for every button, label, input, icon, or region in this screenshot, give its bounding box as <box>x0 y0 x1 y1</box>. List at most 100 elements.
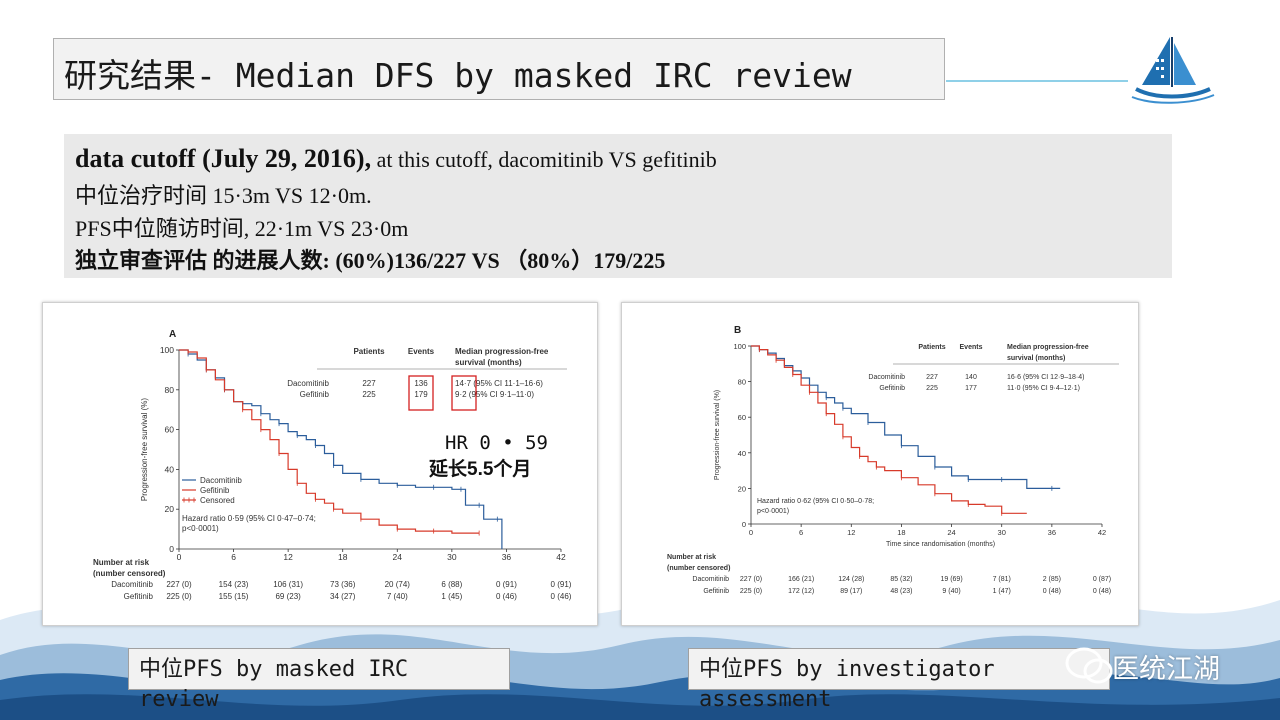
info-line-4: 独立审查评估 的进展人数: (60%)136/227 VS （80%）179/2… <box>75 248 666 273</box>
x-tick-label: 18 <box>338 552 348 562</box>
at-risk-value: 0 (48) <box>1093 588 1111 595</box>
caption-irc-line-2: review <box>139 687 219 712</box>
at-risk-value: 225 (0) <box>166 592 192 601</box>
at-risk-value: 106 (31) <box>273 580 303 589</box>
at-risk-value: 172 (12) <box>788 588 814 595</box>
x-tick-label: 6 <box>799 528 803 537</box>
caption-investigator: 中位PFS by investigator assessment <box>688 648 1110 712</box>
at-risk-title-2: (number censored) <box>667 565 730 572</box>
at-risk-row-name: Dacomitinib <box>692 576 729 583</box>
table-header-patients: Patients <box>353 347 385 356</box>
table-row-name: Gefitinib <box>879 385 905 392</box>
legend-label: Dacomitinib <box>200 476 242 485</box>
at-risk-row-name: Gefitinib <box>703 588 729 595</box>
caption-irc: 中位PFS by masked IRC review <box>128 648 510 712</box>
table-row-name: Gefitinib <box>300 390 330 399</box>
at-risk-value: 154 (23) <box>219 580 249 589</box>
y-axis-label: Progression-free survival (%) <box>140 398 149 501</box>
table-header-patients: Patients <box>918 344 945 351</box>
wechat-icon <box>1065 647 1113 684</box>
title-rule <box>946 80 1128 82</box>
at-risk-title-1: Number at risk <box>93 558 150 567</box>
at-risk-value: 0 (91) <box>551 580 572 589</box>
dacomitinib-curve <box>751 345 1061 489</box>
y-axis-label: Progression-free survival (%) <box>714 390 721 480</box>
legend-label: Censored <box>200 496 235 505</box>
panel-letter: B <box>734 325 741 336</box>
x-tick-label: 24 <box>393 552 403 562</box>
y-tick-label: 40 <box>738 449 746 458</box>
at-risk-row-name: Dacomitinib <box>111 580 153 589</box>
at-risk-value: 166 (21) <box>788 576 814 583</box>
table-header-median-2: survival (months) <box>455 358 522 367</box>
y-tick-label: 20 <box>165 504 175 514</box>
slide-title-box: 研究结果- Median DFS by masked IRC review <box>53 38 945 100</box>
gefitinib-curve <box>179 349 480 534</box>
sailboat-logo <box>1131 37 1215 104</box>
x-tick-label: 12 <box>847 528 855 537</box>
hazard-ratio-text-2: p<0·0001) <box>182 524 219 533</box>
info-line-3: PFS中位随访时间, 22·1m VS 23·0m <box>75 216 409 241</box>
x-axis-label: Time since randomisation (months) <box>886 541 995 548</box>
info-line-2: 中位治疗时间 15·3m VS 12·0m. <box>75 183 372 208</box>
y-tick-label: 60 <box>738 413 746 422</box>
table-row-events: 177 <box>965 385 977 392</box>
table-row-patients: 227 <box>362 379 376 388</box>
watermark-text: 医统江湖 <box>1112 654 1220 685</box>
at-risk-value: 20 (74) <box>385 580 411 589</box>
y-tick-label: 80 <box>738 378 746 387</box>
hr-annotation: HR 0 • 59 <box>445 432 548 454</box>
cutoff-label: data cutoff (July 29, 2016), <box>75 144 372 173</box>
table-header-events: Events <box>408 347 435 356</box>
table-row-name: Dacomitinib <box>287 379 329 388</box>
table-header-median-2: survival (months) <box>1007 355 1065 362</box>
caption-investigator-line-2: assessment <box>699 687 832 712</box>
x-tick-label: 18 <box>897 528 905 537</box>
hazard-ratio-text-1: Hazard ratio 0·62 (95% CI 0·50–0·78; <box>757 498 874 505</box>
x-tick-label: 36 <box>502 552 512 562</box>
at-risk-value: 1 (47) <box>993 588 1011 595</box>
x-tick-label: 42 <box>1098 528 1106 537</box>
km-panel-a: A 0 20 40 60 80 100 0 6 12 18 24 30 36 42 Progression-f… <box>42 302 598 626</box>
table-header-median-1: Median progression-free <box>455 347 549 356</box>
at-risk-value: 19 (69) <box>940 576 962 583</box>
table-header-median-1: Median progression-free <box>1007 344 1089 351</box>
x-tick-label: 36 <box>1048 528 1056 537</box>
hazard-ratio-text-2: p<0·0001) <box>757 508 789 515</box>
at-risk-title-1: Number at risk <box>667 554 716 561</box>
at-risk-value: 89 (17) <box>840 588 862 595</box>
gefitinib-curve <box>751 345 1027 514</box>
caption-investigator-line-1: 中位PFS by investigator <box>699 657 995 682</box>
at-risk-value: 0 (48) <box>1043 588 1061 595</box>
at-risk-value: 34 (27) <box>330 592 356 601</box>
x-tick-label: 0 <box>749 528 753 537</box>
x-tick-label: 42 <box>556 552 566 562</box>
table-row-events: 140 <box>965 374 977 381</box>
at-risk-value: 0 (91) <box>496 580 517 589</box>
km-chart-b: B 0 20 40 60 80 100 0 6 12 18 24 30 36 42 Progression-f… <box>667 325 1119 595</box>
table-row-median: 11·0 (95% CI 9·4–12·1) <box>1007 385 1080 392</box>
at-risk-value: 0 (46) <box>551 592 572 601</box>
table-header-events: Events <box>960 344 983 351</box>
km-panel-b: B 0 20 40 60 80 100 0 6 12 18 24 30 36 42 Progression-f… <box>621 302 1139 626</box>
table-row-median: 14·7 (95% CI 11·1–16·6) <box>455 379 543 388</box>
y-tick-label: 20 <box>738 484 746 493</box>
table-row-patients: 225 <box>926 385 938 392</box>
at-risk-value: 155 (15) <box>219 592 249 601</box>
caption-irc-line-1: 中位PFS by masked IRC <box>139 657 409 682</box>
at-risk-value: 0 (46) <box>496 592 517 601</box>
y-tick-label: 0 <box>742 520 746 529</box>
panel-letter: A <box>169 329 176 340</box>
km-chart-a: A 0 20 40 60 80 100 0 6 12 18 24 30 36 42 Progression-f… <box>93 329 572 601</box>
at-risk-value: 0 (87) <box>1093 576 1111 583</box>
info-box: data cutoff (July 29, 2016), at this cut… <box>64 134 1172 278</box>
extension-annotation: 延长5.5个月 <box>428 458 531 480</box>
at-risk-value: 7 (40) <box>387 592 408 601</box>
table-row-events: 136 <box>414 379 428 388</box>
at-risk-value: 69 (23) <box>275 592 301 601</box>
y-tick-label: 100 <box>160 345 174 355</box>
at-risk-value: 7 (81) <box>993 576 1011 583</box>
at-risk-value: 227 (0) <box>740 576 762 583</box>
y-tick-label: 40 <box>165 464 175 474</box>
events-highlight-box <box>408 375 434 411</box>
